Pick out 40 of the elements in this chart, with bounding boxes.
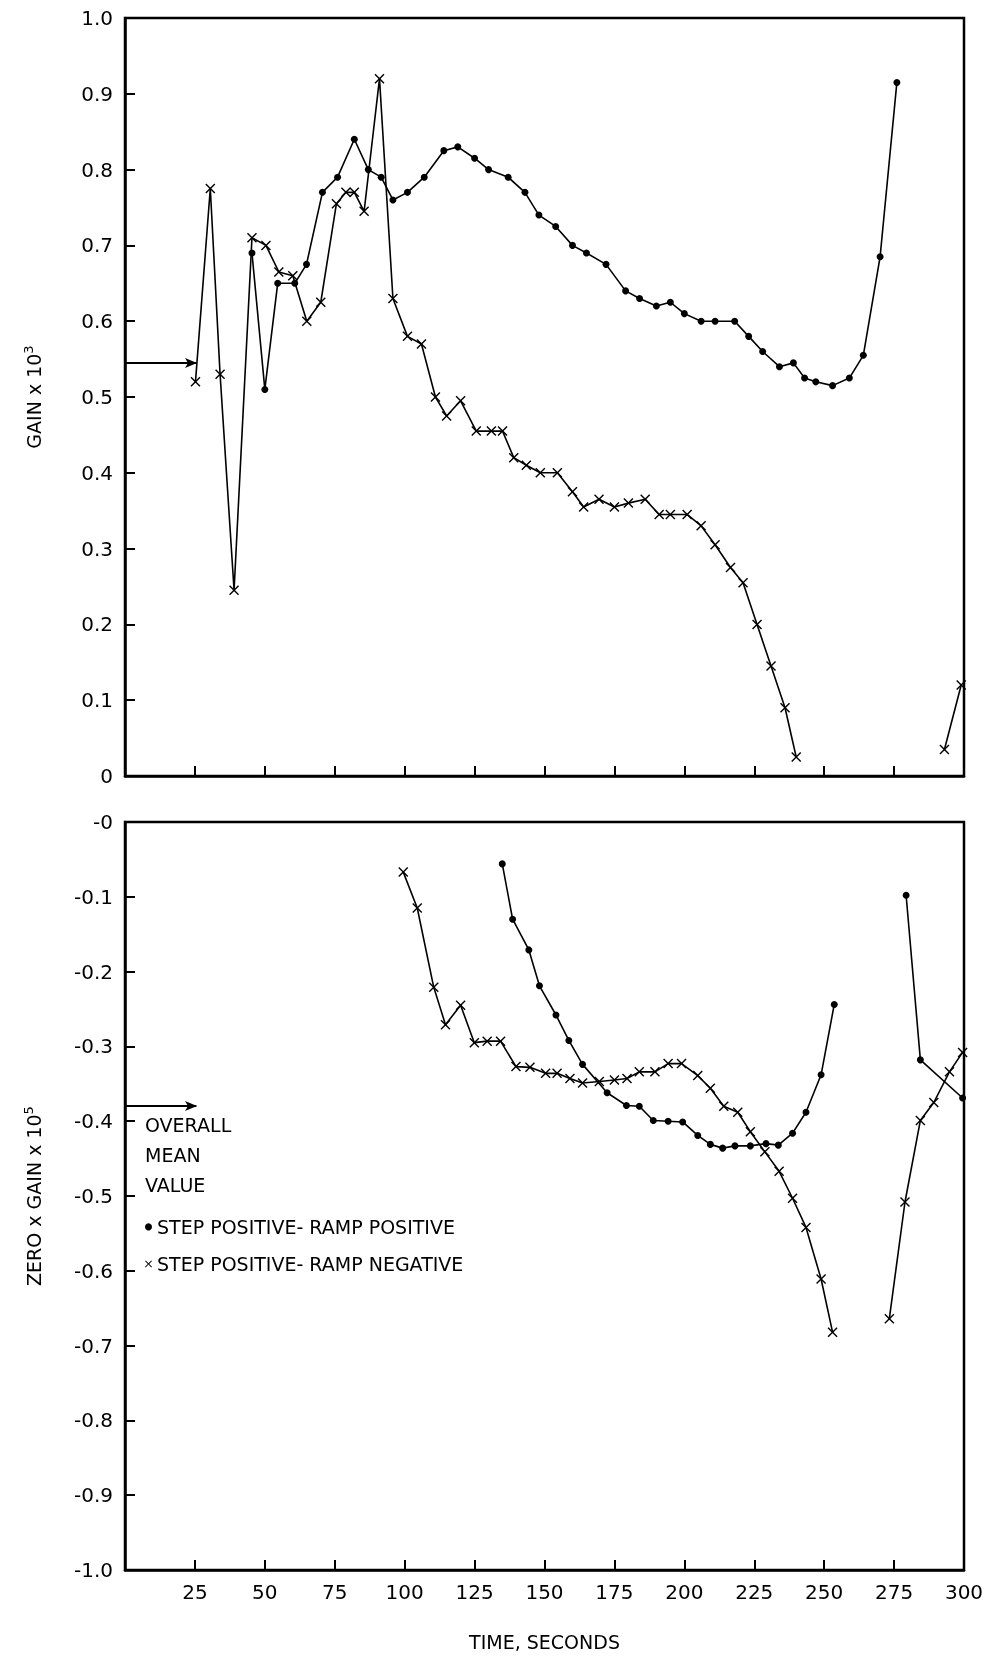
- y-axis-title: ZERO x GAIN x 105: [21, 1106, 45, 1286]
- x-axis-title: TIME, SECONDS: [468, 1630, 620, 1653]
- y-tick-label: 0.5: [81, 385, 113, 409]
- y-tick-label: -0.1: [73, 884, 113, 909]
- y-tick-label: -1.0: [73, 1558, 113, 1582]
- y-tick-label: 0.6: [81, 309, 113, 334]
- x-tick-label: 300: [944, 1580, 984, 1604]
- x-tick-label: 125: [455, 1580, 494, 1604]
- x-tick-label: 25: [182, 1580, 208, 1604]
- x-tick-label: 275: [874, 1580, 914, 1604]
- y-tick-label: -0.6: [73, 1258, 113, 1283]
- x-tick-label: 75: [322, 1580, 348, 1604]
- y-tick-label: -0.2: [73, 959, 113, 984]
- y-tick-label: -0.9: [73, 1483, 113, 1508]
- x-tick-label: 200: [665, 1580, 704, 1604]
- x-tick-label: 225: [735, 1580, 774, 1604]
- y-tick-label: -0.8: [73, 1408, 113, 1433]
- x-tick-label: 250: [805, 1580, 844, 1604]
- y-tick-label: -0: [93, 810, 113, 834]
- y-tick-label: 1.0: [81, 6, 113, 30]
- x-tick-label: 100: [385, 1580, 424, 1604]
- y-tick-label: 0.4: [81, 460, 113, 485]
- x-tick-label: 50: [252, 1580, 278, 1604]
- y-tick-label: 0: [100, 764, 113, 788]
- x-tick-label: 150: [525, 1580, 564, 1604]
- y-tick-label: -0.7: [73, 1333, 113, 1358]
- legend-label: STEP POSITIVE- RAMP POSITIVE: [157, 1215, 455, 1238]
- y-tick-label: -0.4: [73, 1109, 113, 1134]
- y-tick-label: 0.7: [81, 233, 113, 258]
- y-tick-label: 0.9: [81, 81, 113, 106]
- y-axis-title: GAIN x 103: [21, 345, 45, 449]
- y-tick-label: 0.2: [81, 612, 113, 637]
- y-tick-label: 0.8: [81, 157, 113, 182]
- y-tick-label: -0.5: [73, 1184, 113, 1208]
- x-tick-label: 175: [595, 1580, 634, 1604]
- legend-label: STEP POSITIVE- RAMP NEGATIVE: [157, 1252, 464, 1275]
- ref-line-label: OVERALL MEAN VALUE: [145, 1114, 238, 1197]
- y-tick-label: 0.3: [81, 536, 113, 561]
- y-tick-label: -0.3: [73, 1034, 113, 1059]
- y-tick-label: 0.1: [81, 688, 113, 713]
